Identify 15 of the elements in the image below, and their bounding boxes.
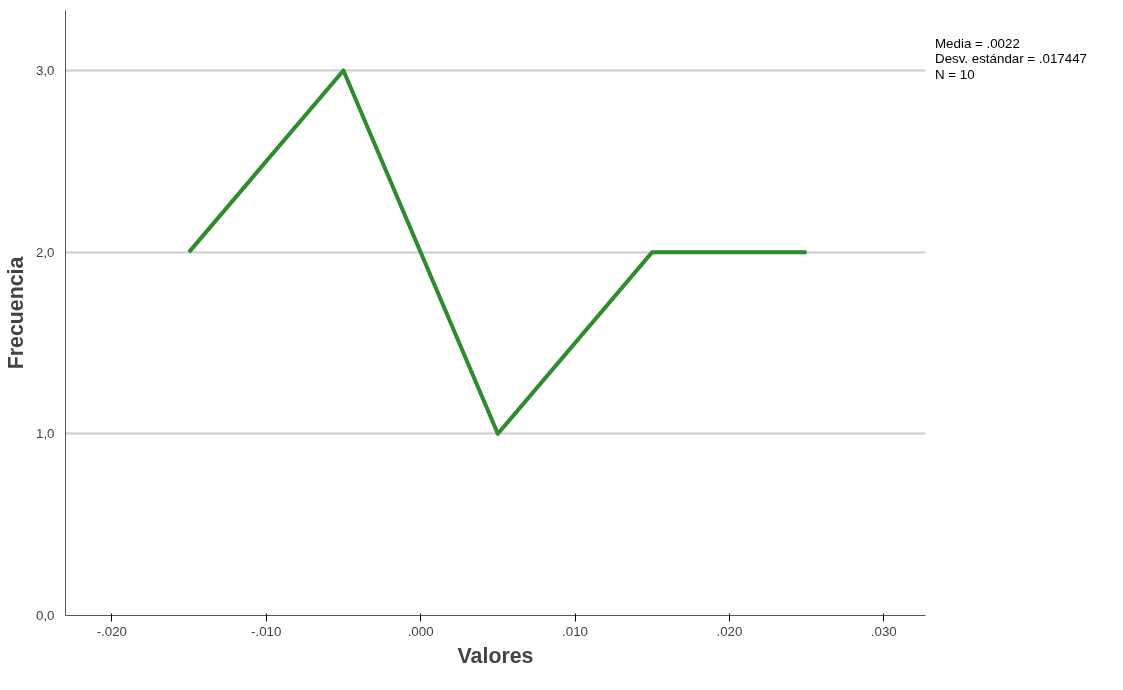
x-tick-label: .010: [562, 623, 588, 639]
y-axis-title: Frecuencia: [3, 256, 28, 370]
y-tick-label: 2,0: [35, 244, 55, 260]
text: Media = .0022: [935, 36, 1020, 51]
x-tick-label: -.010: [251, 623, 282, 639]
x-tick-label: .020: [716, 623, 743, 639]
text: N = 10: [935, 66, 975, 82]
y-tick-label: 1,0: [35, 426, 55, 442]
y-tick-label: 3,0: [35, 62, 55, 78]
x-axis-title: Valores: [457, 643, 534, 668]
x-tick-label: .030: [870, 623, 897, 639]
text: Desv. estándar = .017447: [935, 51, 1088, 67]
y-tick-label: 0,0: [35, 608, 55, 623]
x-tick-label: .000: [407, 623, 434, 639]
x-tick-label: -.020: [96, 623, 128, 639]
